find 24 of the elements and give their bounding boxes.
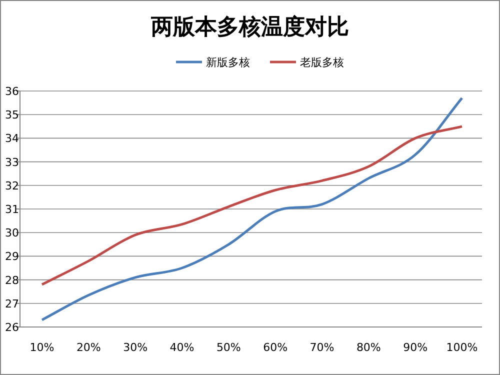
- x-tick-label: 40%: [170, 341, 194, 354]
- x-tick-label: 50%: [216, 341, 241, 354]
- y-tick-label: 34: [5, 132, 19, 146]
- x-tick-label: 20%: [76, 341, 101, 354]
- y-tick-label: 33: [5, 156, 19, 169]
- x-tick-label: 30%: [123, 341, 148, 354]
- x-tick-label: 90%: [403, 341, 428, 354]
- y-tick-label: 27: [5, 297, 19, 310]
- x-tick-label: 100%: [446, 341, 478, 354]
- y-tick-label: 30: [5, 226, 19, 240]
- x-tick-label: 10%: [30, 341, 54, 354]
- legend-label: 新版多核: [206, 56, 250, 69]
- y-tick-label: 36: [5, 85, 19, 98]
- x-tick-label: 80%: [356, 341, 381, 354]
- y-tick-label: 29: [5, 250, 19, 264]
- y-tick-label: 28: [5, 274, 19, 287]
- y-tick-label: 31: [5, 203, 19, 216]
- y-tick-label: 26: [5, 321, 19, 334]
- x-tick-label: 70%: [310, 341, 334, 354]
- x-tick-label: 60%: [263, 341, 288, 354]
- y-tick-label: 35: [5, 108, 19, 122]
- y-tick-label: 32: [5, 179, 19, 192]
- legend-label: 老版多核: [300, 56, 344, 69]
- chart-title: 两版本多核温度对比: [150, 14, 349, 40]
